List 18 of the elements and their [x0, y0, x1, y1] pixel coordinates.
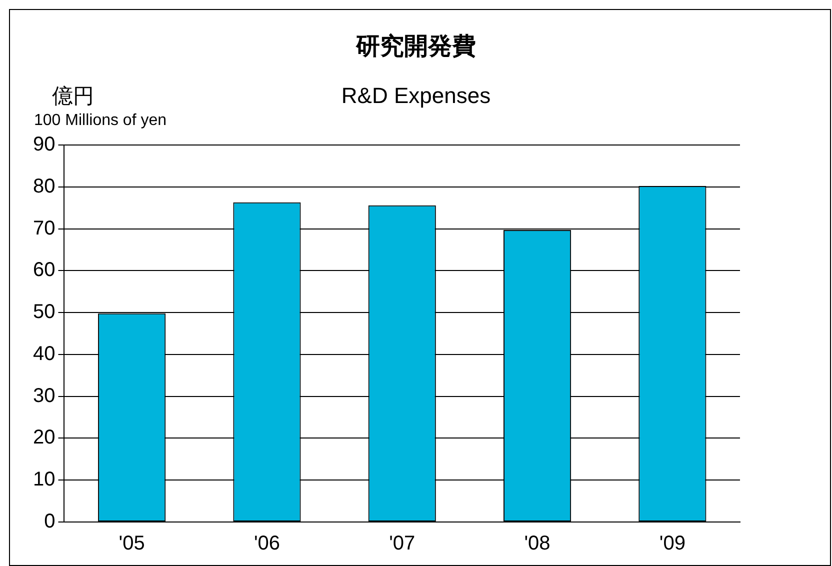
y-tick-label: 40 — [32, 342, 56, 365]
y-tick-label: 20 — [32, 426, 56, 449]
y-tick-label: 30 — [32, 384, 56, 407]
y-tick-label: 90 — [32, 134, 56, 156]
chart-title: 研究開発費 — [354, 31, 477, 62]
chart-subtitle: R&D Expenses — [341, 83, 491, 108]
x-tick-label: '06 — [254, 532, 280, 555]
y-axis-title: 億円 100 Millions of yen — [34, 83, 167, 130]
y-tick-label: 10 — [32, 468, 56, 491]
x-tick-label: '09 — [659, 532, 686, 555]
y-tick-label: 80 — [32, 175, 56, 198]
x-tick-label: '07 — [389, 532, 416, 555]
y-tick-label: 50 — [32, 301, 56, 324]
y-tick-label: 0 — [44, 510, 56, 533]
y-tick-label: 70 — [32, 217, 56, 240]
x-tick-label: '08 — [524, 532, 550, 555]
x-tick-label: '05 — [118, 532, 145, 555]
y-tick-label: 60 — [32, 259, 56, 282]
